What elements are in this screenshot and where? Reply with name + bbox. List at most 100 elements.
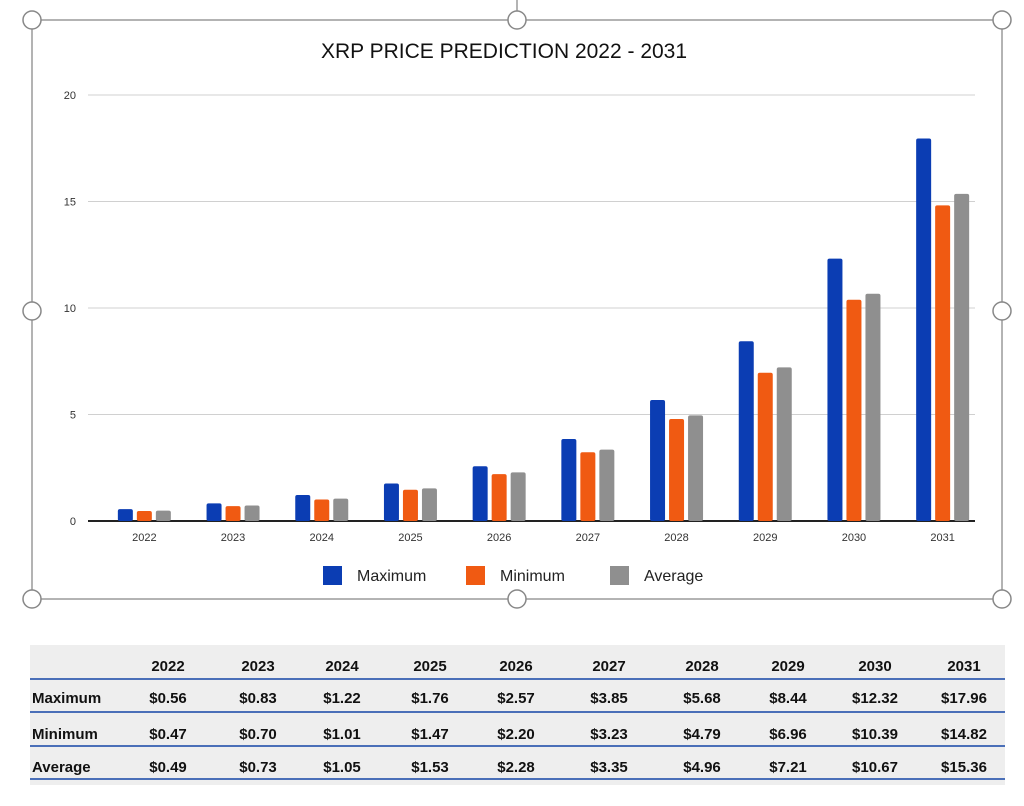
legend-swatch-average (610, 566, 629, 585)
bar-minimum-2029 (757, 372, 773, 521)
bar-maximum-2025 (383, 483, 399, 521)
bar-maximum-2026 (472, 466, 488, 521)
table-cell: $0.73 (239, 759, 277, 776)
table-cell: $0.49 (149, 759, 187, 776)
y-tick-label: 0 (70, 516, 76, 528)
x-tick-label: 2031 (930, 532, 954, 544)
table-cell: $2.20 (497, 726, 535, 743)
table-cell: $1.01 (323, 726, 361, 743)
bar-maximum-2031 (916, 138, 932, 521)
bar-maximum-2023 (206, 503, 222, 521)
table-cell: $6.96 (769, 726, 807, 743)
table-cell: $5.68 (683, 690, 721, 707)
chart-title: XRP PRICE PREDICTION 2022 - 2031 (321, 40, 687, 63)
data-table: 2022 2023 2024 2025 2026 2027 2028 2029 2030 2031… (30, 645, 1005, 785)
table-cell: $0.83 (239, 690, 277, 707)
row-label: Minimum (32, 726, 98, 743)
table-cell: $4.79 (683, 726, 721, 743)
row-label: Average (32, 759, 91, 776)
x-tick-label: 2025 (398, 532, 422, 544)
x-tick-label: 2027 (576, 532, 600, 544)
x-tick-label: 2029 (753, 532, 777, 544)
table-cell: 2023 (241, 658, 275, 675)
legend-swatch-maximum (323, 566, 342, 585)
table-cell: $10.67 (852, 759, 898, 776)
y-tick-label: 15 (64, 197, 76, 209)
bar-average-2031 (954, 193, 970, 521)
x-tick-label: 2022 (132, 532, 156, 544)
bar-maximum-2030 (827, 258, 843, 521)
bar-minimum-2024 (314, 499, 330, 521)
table-cell: $3.85 (590, 690, 628, 707)
x-tick-label: 2024 (310, 532, 334, 544)
resize-handle[interactable] (22, 301, 42, 321)
row-divider (30, 711, 1005, 713)
table-cell: 2025 (413, 658, 447, 675)
table-cell: $3.23 (590, 726, 628, 743)
table-header-row: 2022 2023 2024 2025 2026 2027 2028 2029 2030 2031 (30, 650, 1005, 682)
resize-handle[interactable] (992, 10, 1012, 30)
resize-handle[interactable] (992, 589, 1012, 609)
resize-handle[interactable] (507, 589, 527, 609)
table-cell: $15.36 (941, 759, 987, 776)
table-cell: $1.47 (411, 726, 449, 743)
table-cell: $2.28 (497, 759, 535, 776)
resize-handle[interactable] (22, 10, 42, 30)
legend-label: Average (644, 568, 703, 585)
row-divider (30, 678, 1005, 680)
table-cell: 2022 (151, 658, 185, 675)
legend-swatch-minimum (466, 566, 485, 585)
bar-minimum-2028 (669, 418, 685, 521)
table-cell: $1.76 (411, 690, 449, 707)
table-cell: $1.05 (323, 759, 361, 776)
table-cell: $0.47 (149, 726, 187, 743)
x-tick-label: 2023 (221, 532, 245, 544)
table-cell: 2026 (499, 658, 533, 675)
table-cell: 2029 (771, 658, 805, 675)
bar-maximum-2027 (561, 438, 577, 521)
bar-minimum-2027 (580, 452, 596, 521)
resize-handle[interactable] (22, 589, 42, 609)
table-cell: $1.53 (411, 759, 449, 776)
table-cell: $1.22 (323, 690, 361, 707)
bar-average-2027 (599, 449, 615, 521)
table-row: Minimum $0.47 $0.70 $1.01 $1.47 $2.20 $3.23 $4.… (30, 718, 1005, 750)
table-cell: 2030 (858, 658, 892, 675)
table-cell: 2024 (325, 658, 359, 675)
legend-label: Minimum (500, 568, 565, 585)
table-cell: 2028 (685, 658, 719, 675)
x-tick-label: 2030 (842, 532, 866, 544)
table-cell: $0.56 (149, 690, 187, 707)
table-cell: $0.70 (239, 726, 277, 743)
bar-minimum-2022 (136, 510, 152, 521)
table-cell: $8.44 (769, 690, 807, 707)
resize-handle[interactable] (992, 301, 1012, 321)
bar-average-2028 (688, 415, 704, 521)
bar-minimum-2026 (491, 474, 507, 521)
bar-average-2030 (865, 293, 881, 521)
x-tick-label: 2028 (664, 532, 688, 544)
bar-minimum-2025 (402, 489, 418, 521)
legend-label: Maximum (357, 568, 426, 585)
table-cell: 2027 (592, 658, 626, 675)
bar-maximum-2028 (650, 400, 666, 521)
table-cell: $7.21 (769, 759, 807, 776)
bar-average-2026 (510, 472, 526, 521)
chart[interactable]: XRP PRICE PREDICTION 2022 - 2031 0 5 10 15 2… (0, 0, 1024, 640)
row-divider (30, 778, 1005, 780)
row-label: Maximum (32, 690, 102, 707)
y-tick-label: 10 (64, 303, 76, 315)
row-divider (30, 745, 1005, 747)
table-row: Average $0.49 $0.73 $1.05 $1.53 $2.28 $3.35 $4.… (30, 751, 1005, 783)
table-cell: $2.57 (497, 690, 535, 707)
bar-maximum-2024 (295, 495, 311, 521)
resize-handle[interactable] (507, 10, 527, 30)
x-tick-label: 2026 (487, 532, 511, 544)
bar-minimum-2030 (846, 299, 862, 521)
y-tick-label: 20 (64, 90, 76, 102)
table-cell: $4.96 (683, 759, 721, 776)
bar-average-2023 (244, 505, 260, 521)
bar-average-2029 (776, 367, 792, 521)
bar-maximum-2029 (738, 341, 754, 521)
bar-minimum-2023 (225, 506, 241, 521)
